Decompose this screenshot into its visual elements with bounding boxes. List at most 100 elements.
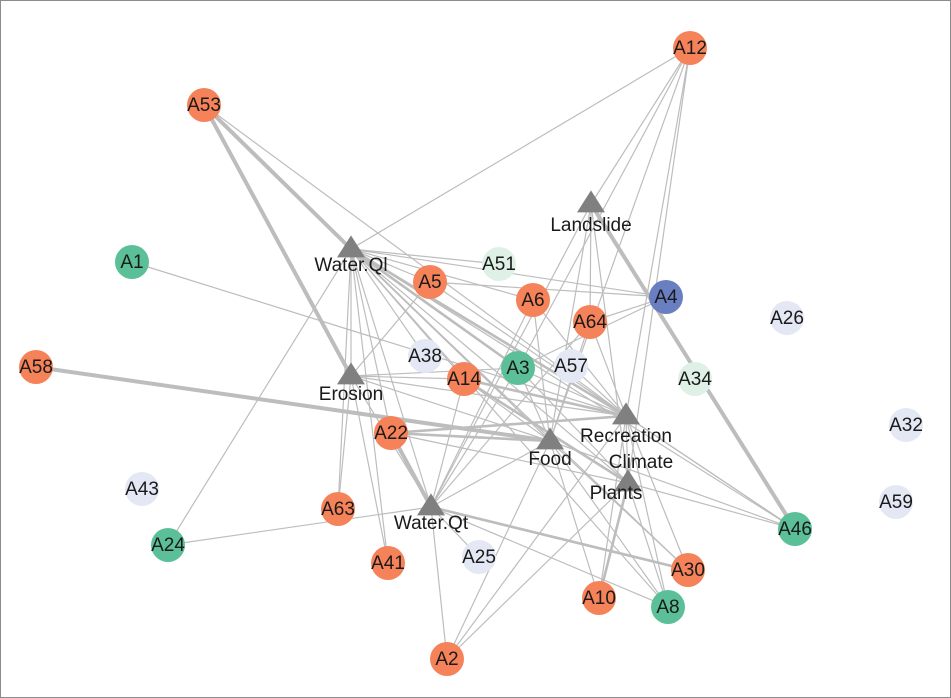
actor-a6-node[interactable]: [516, 283, 550, 317]
actor-a32-node[interactable]: [889, 408, 923, 442]
actor-a10-node[interactable]: [582, 581, 616, 615]
edge-A12-Recreation: [625, 47, 691, 417]
edge-A8-Food: [549, 440, 669, 608]
edge-Landslide-Food: [549, 203, 592, 442]
actor-a12-node[interactable]: [673, 31, 707, 65]
edge-Erosion-Food: [350, 375, 551, 442]
service-waterqt-triangle[interactable]: [417, 493, 445, 516]
service-erosion-triangle[interactable]: [337, 362, 365, 385]
edge-A30-WaterQt: [429, 505, 690, 572]
service-plants-label: Plants: [590, 483, 643, 504]
actor-a43-node[interactable]: [125, 472, 159, 506]
actor-a1-node[interactable]: [115, 245, 149, 279]
edge-A6-WaterQt: [430, 299, 534, 508]
actor-a24-node[interactable]: [151, 528, 185, 562]
actor-a5-label: A5: [418, 272, 441, 293]
service-landslide-label: Landslide: [550, 215, 631, 236]
actor-a26-label: A26: [770, 308, 804, 329]
edge-A12-A3: [517, 47, 691, 369]
actor-a34-node[interactable]: [678, 362, 712, 396]
actor-a25-node[interactable]: [462, 540, 496, 574]
edge-A64-Landslide: [589, 203, 592, 323]
actor-a64-node[interactable]: [573, 305, 607, 339]
edge-A53-Erosion: [202, 103, 353, 378]
edge-A5-A4: [429, 281, 667, 298]
service-food-triangle[interactable]: [536, 427, 564, 450]
actor-a30-node[interactable]: [671, 553, 705, 587]
actor-a6-label: A6: [521, 290, 544, 311]
edge-A8-Plants: [627, 482, 669, 608]
edge-A10-Food: [549, 440, 600, 599]
edge-A14-WaterQt: [430, 378, 465, 508]
actor-a5-node[interactable]: [413, 265, 447, 299]
actor-a46-label: A46: [778, 519, 812, 540]
actor-a22-node[interactable]: [374, 416, 408, 450]
actor-a63-label: A63: [321, 499, 355, 520]
edge-A6-Food: [532, 299, 551, 442]
edge-WaterQl-Food: [350, 248, 551, 442]
edge-A5-Recreation: [429, 281, 627, 417]
actor-a63-node[interactable]: [321, 492, 355, 526]
edge-A5-Erosion: [350, 281, 431, 377]
service-waterql-triangle[interactable]: [337, 235, 365, 258]
actor-a26-node[interactable]: [770, 301, 804, 335]
edge-Landslide-Plants: [590, 203, 629, 484]
actor-a59-label: A59: [879, 492, 913, 513]
actor-a46-node[interactable]: [778, 512, 812, 546]
service-plants-triangle[interactable]: [614, 469, 642, 492]
actor-a30-label: A30: [671, 560, 705, 581]
actor-a1-label: A1: [120, 252, 143, 273]
actor-a43-label: A43: [125, 479, 159, 500]
edge-A22-Recreation: [389, 414, 628, 435]
edge-A3-Recreation: [517, 367, 627, 417]
edge-A41-Erosion: [350, 375, 389, 564]
edge-A3-Erosion: [350, 367, 519, 377]
actor-a8-node[interactable]: [651, 590, 685, 624]
edge-A38-WaterQl: [350, 248, 426, 357]
actor-a14-node[interactable]: [447, 362, 481, 396]
actor-a51-label: A51: [482, 254, 516, 275]
actor-a4-node[interactable]: [649, 280, 683, 314]
service-recreation-label: Recreation: [580, 426, 672, 447]
actor-a64-label: A64: [573, 312, 607, 333]
actor-a12-label: A12: [673, 38, 707, 59]
edge-A12-Landslide: [590, 47, 691, 205]
actor-a2-node[interactable]: [430, 642, 464, 676]
actor-a24-label: A24: [151, 535, 185, 556]
edge-A24-WaterQt: [167, 506, 432, 546]
edge-A30-Recreation: [625, 415, 689, 571]
edge-A14-WaterQl: [350, 248, 465, 380]
actor-a4-label: A4: [654, 287, 678, 308]
edge-A8-Recreation: [625, 415, 669, 608]
actor-a8-label: A8: [656, 597, 679, 618]
service-recreation-triangle[interactable]: [612, 402, 640, 425]
actor-a53-node[interactable]: [187, 88, 221, 122]
edge-A2-Plants: [446, 482, 629, 660]
actor-a10-label: A10: [582, 588, 616, 609]
edge-A2-WaterQt: [430, 506, 448, 660]
actor-a57-node[interactable]: [554, 349, 588, 383]
edge-Erosion-Recreation: [350, 375, 627, 417]
actor-a59-node[interactable]: [879, 485, 913, 519]
edge-A10-Recreation: [598, 415, 627, 599]
edge-WaterQl-Recreation: [349, 247, 628, 418]
actor-a41-node[interactable]: [371, 546, 405, 580]
edge-A3-WaterQl: [349, 247, 520, 370]
service-landslide-triangle[interactable]: [577, 190, 605, 213]
actor-a58-node[interactable]: [19, 350, 53, 384]
edge-A22-Plants: [390, 432, 629, 484]
actor-a3-node[interactable]: [501, 351, 535, 385]
edge-WaterQl-Plants: [350, 248, 629, 484]
actor-a51-node[interactable]: [482, 247, 516, 281]
actor-a58-label: A58: [19, 357, 53, 378]
nodes-layer: [19, 31, 923, 676]
edge-A8-WaterQt: [430, 506, 669, 608]
edge-A46-Food: [549, 440, 796, 530]
actor-a38-node[interactable]: [408, 339, 442, 373]
edge-A12-Plants: [627, 47, 691, 484]
actor-a2-label: A2: [435, 649, 458, 670]
edge-A3-Plants: [517, 367, 629, 484]
actor-a22-label: A22: [374, 423, 408, 444]
